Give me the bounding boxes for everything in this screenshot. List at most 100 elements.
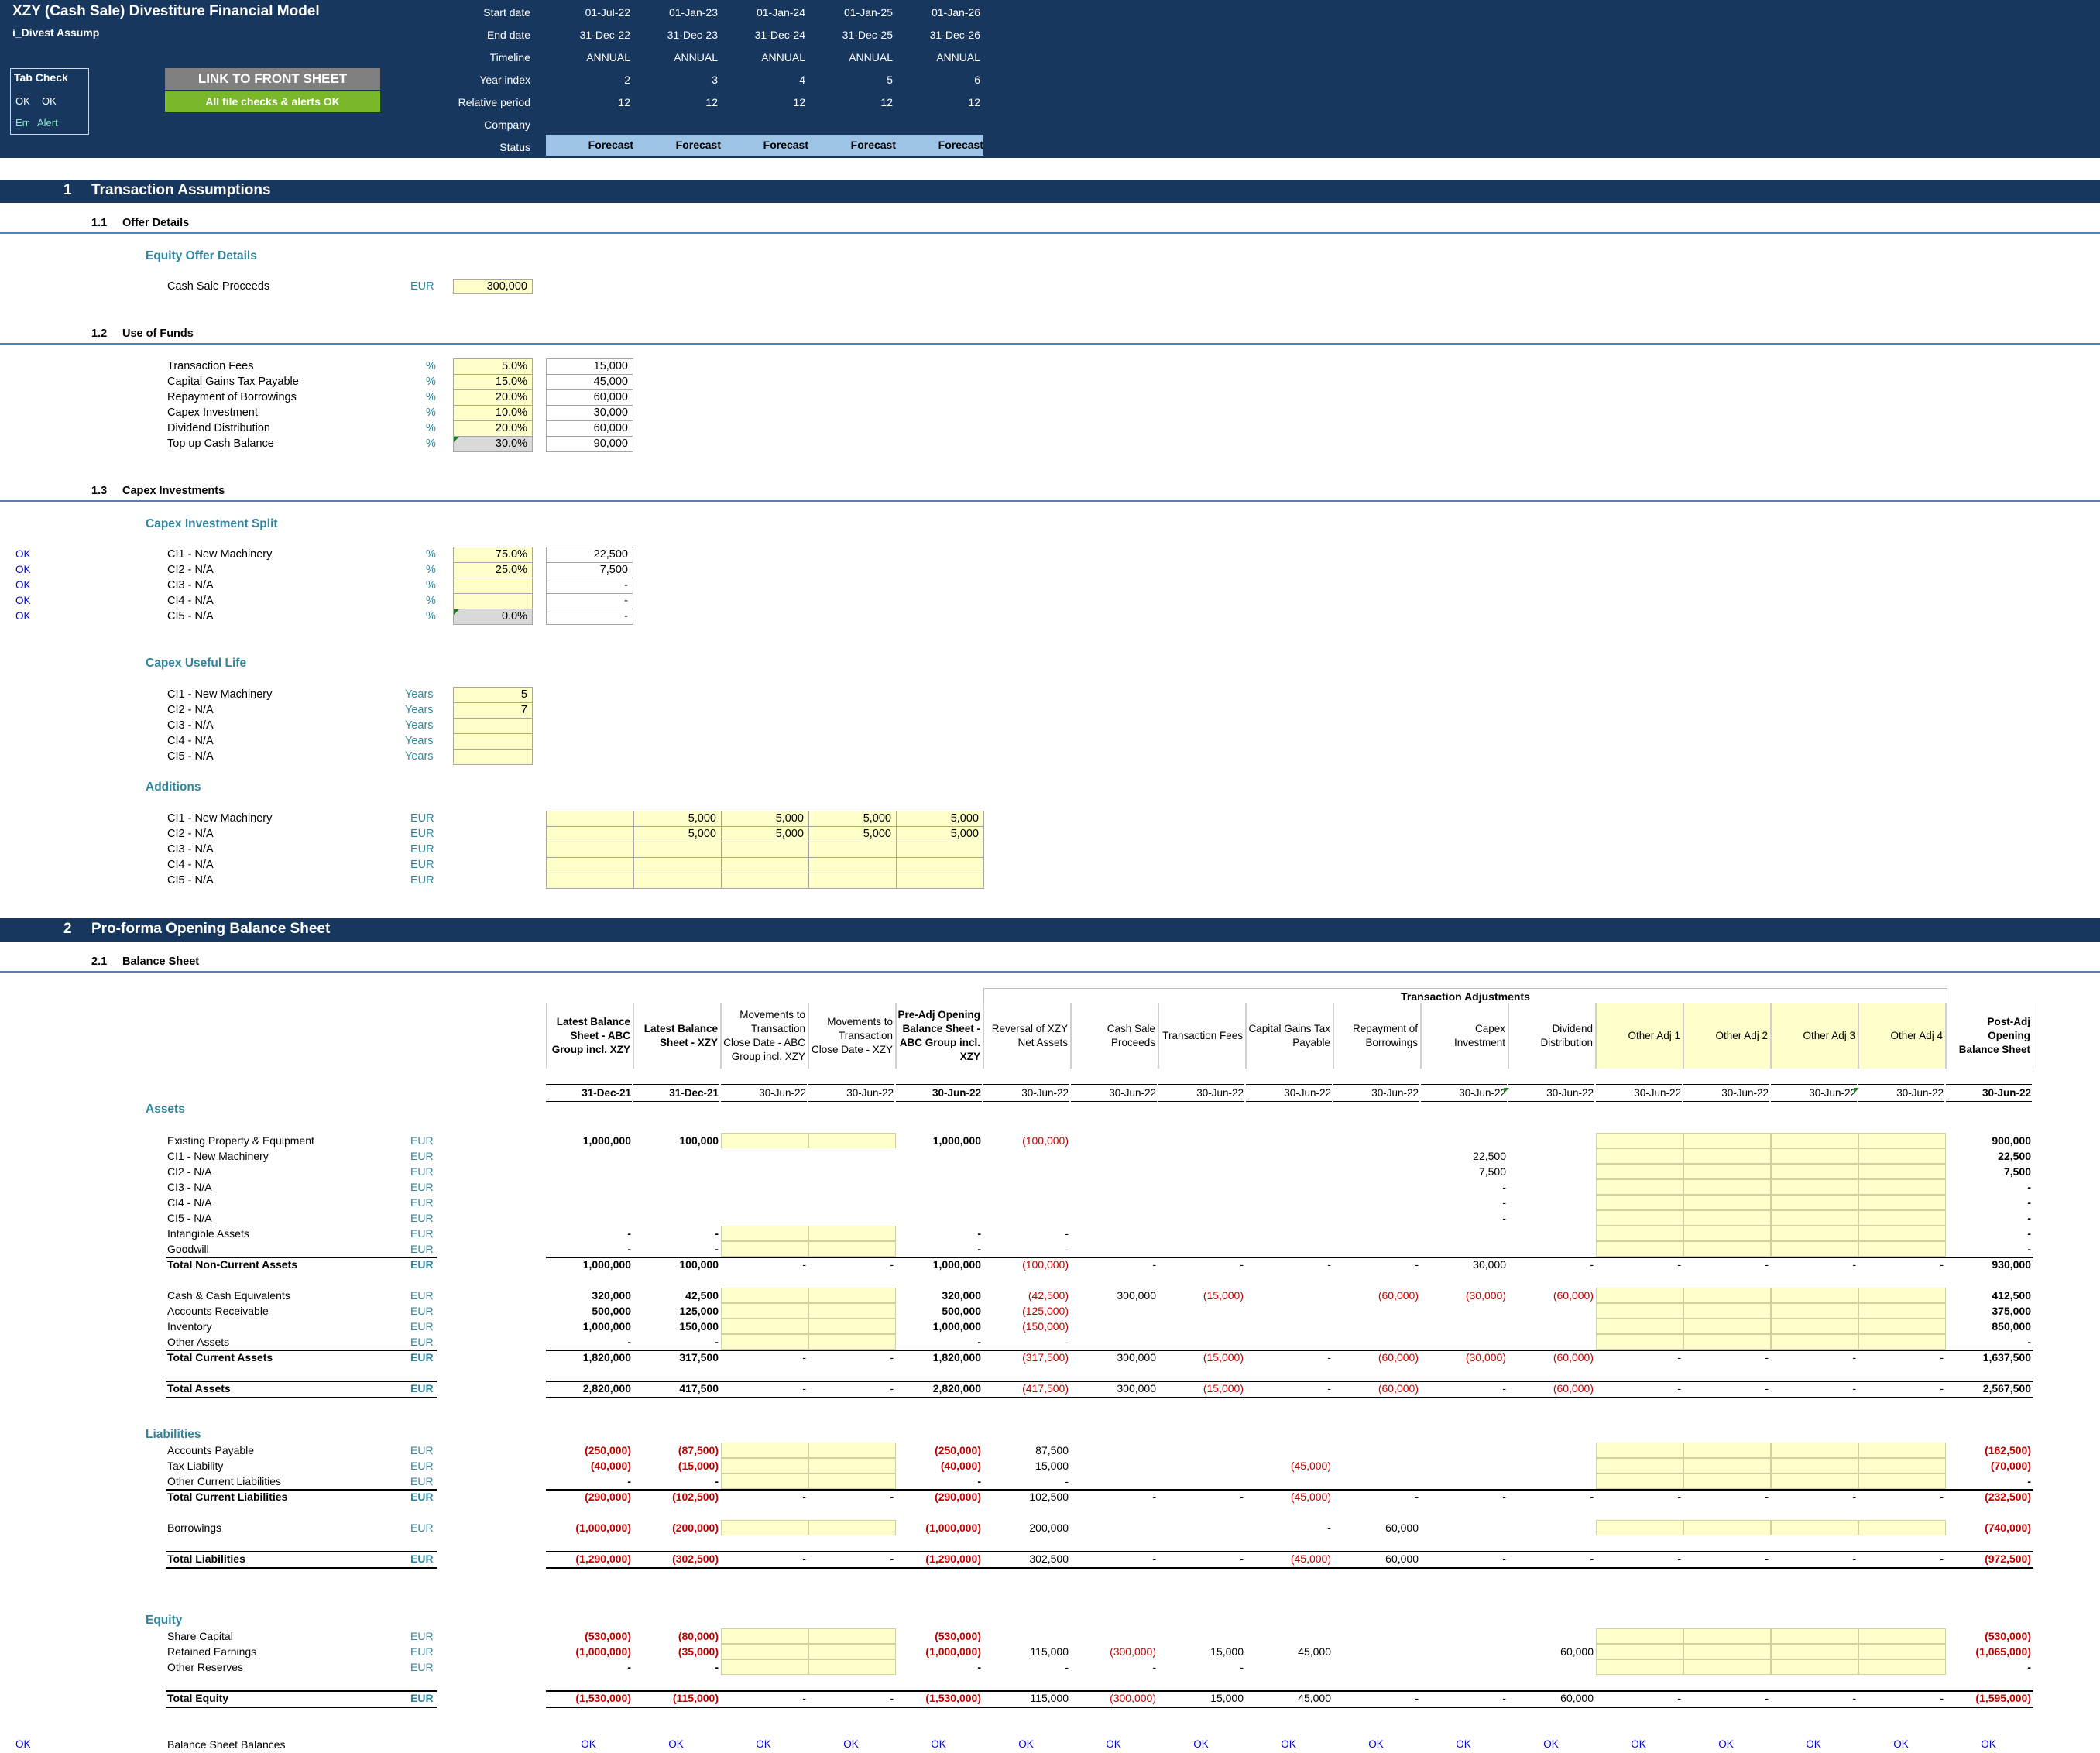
- bs-cell[interactable]: [1771, 1195, 1858, 1210]
- bs-cell[interactable]: [1858, 1628, 1946, 1644]
- capex-life-input[interactable]: [453, 718, 533, 734]
- bs-cell[interactable]: [1596, 1458, 1683, 1473]
- bs-cell[interactable]: [1683, 1210, 1771, 1226]
- bs-cell[interactable]: [808, 1659, 896, 1675]
- bs-cell[interactable]: [1596, 1334, 1683, 1350]
- bs-cell[interactable]: [1858, 1226, 1946, 1241]
- bs-cell[interactable]: [1596, 1179, 1683, 1195]
- bs-cell[interactable]: [1683, 1133, 1771, 1148]
- bs-cell[interactable]: [1683, 1628, 1771, 1644]
- bs-cell[interactable]: [1771, 1520, 1858, 1535]
- bs-cell[interactable]: [1771, 1443, 1858, 1458]
- bs-cell[interactable]: [808, 1288, 896, 1303]
- capex-split-pct-input[interactable]: 0.0%: [453, 609, 533, 625]
- bs-cell[interactable]: [1683, 1288, 1771, 1303]
- bs-cell[interactable]: [1683, 1241, 1771, 1257]
- bs-cell[interactable]: [1683, 1443, 1771, 1458]
- bs-cell[interactable]: [1771, 1226, 1858, 1241]
- cash-sale-proceeds-input[interactable]: 300,000: [453, 279, 533, 294]
- bs-cell[interactable]: [1858, 1473, 1946, 1489]
- bs-cell[interactable]: [1771, 1334, 1858, 1350]
- bs-cell[interactable]: [1771, 1644, 1858, 1659]
- capex-life-input[interactable]: [453, 749, 533, 765]
- additions-input[interactable]: 5,000: [896, 811, 984, 827]
- bs-cell[interactable]: [1858, 1133, 1946, 1148]
- bs-cell[interactable]: [1596, 1133, 1683, 1148]
- capex-split-pct-input[interactable]: [453, 578, 533, 594]
- bs-cell[interactable]: [1771, 1179, 1858, 1195]
- additions-input[interactable]: [721, 857, 809, 873]
- bs-cell[interactable]: [721, 1473, 808, 1489]
- bs-cell[interactable]: [721, 1241, 808, 1257]
- bs-cell[interactable]: [808, 1458, 896, 1473]
- bs-cell[interactable]: [1683, 1226, 1771, 1241]
- bs-cell[interactable]: [1771, 1241, 1858, 1257]
- additions-input[interactable]: [721, 873, 809, 889]
- bs-cell[interactable]: [1683, 1179, 1771, 1195]
- bs-cell[interactable]: [721, 1659, 808, 1675]
- bs-cell[interactable]: [721, 1319, 808, 1334]
- additions-input[interactable]: [546, 826, 634, 842]
- bs-cell[interactable]: [1771, 1288, 1858, 1303]
- bs-cell[interactable]: [1683, 1164, 1771, 1179]
- bs-cell[interactable]: [1771, 1473, 1858, 1489]
- bs-cell[interactable]: [1683, 1195, 1771, 1210]
- bs-cell[interactable]: [1596, 1520, 1683, 1535]
- bs-cell[interactable]: [721, 1226, 808, 1241]
- bs-cell[interactable]: [808, 1319, 896, 1334]
- use-of-funds-pct-input[interactable]: 15.0%: [453, 374, 533, 390]
- bs-cell[interactable]: [1771, 1303, 1858, 1319]
- bs-cell[interactable]: [721, 1628, 808, 1644]
- additions-input[interactable]: [546, 873, 634, 889]
- bs-cell[interactable]: [1771, 1148, 1858, 1164]
- bs-cell[interactable]: [1858, 1241, 1946, 1257]
- bs-cell[interactable]: [1596, 1319, 1683, 1334]
- capex-life-input[interactable]: 7: [453, 702, 533, 719]
- additions-input[interactable]: [546, 857, 634, 873]
- bs-cell[interactable]: [808, 1133, 896, 1148]
- bs-cell[interactable]: [721, 1443, 808, 1458]
- bs-cell[interactable]: [1596, 1241, 1683, 1257]
- bs-cell[interactable]: [721, 1133, 808, 1148]
- use-of-funds-pct-input[interactable]: 30.0%: [453, 436, 533, 452]
- additions-input[interactable]: 5,000: [633, 826, 722, 842]
- bs-cell[interactable]: [1596, 1303, 1683, 1319]
- bs-cell[interactable]: [1596, 1644, 1683, 1659]
- capex-split-pct-input[interactable]: [453, 593, 533, 609]
- bs-cell[interactable]: [1858, 1288, 1946, 1303]
- use-of-funds-pct-input[interactable]: 20.0%: [453, 420, 533, 437]
- bs-cell[interactable]: [808, 1241, 896, 1257]
- use-of-funds-pct-input[interactable]: 20.0%: [453, 389, 533, 406]
- link-to-front-sheet-button[interactable]: LINK TO FRONT SHEET: [165, 68, 380, 90]
- additions-input[interactable]: [633, 857, 722, 873]
- bs-cell[interactable]: [1858, 1644, 1946, 1659]
- additions-input[interactable]: [808, 842, 897, 858]
- bs-cell[interactable]: [1683, 1458, 1771, 1473]
- bs-cell[interactable]: [1683, 1334, 1771, 1350]
- bs-cell[interactable]: [808, 1520, 896, 1535]
- capex-split-pct-input[interactable]: 75.0%: [453, 547, 533, 563]
- bs-cell[interactable]: [808, 1303, 896, 1319]
- bs-cell[interactable]: [1596, 1226, 1683, 1241]
- bs-cell[interactable]: [1683, 1520, 1771, 1535]
- bs-cell[interactable]: [1596, 1443, 1683, 1458]
- bs-cell[interactable]: [1858, 1458, 1946, 1473]
- capex-split-pct-input[interactable]: 25.0%: [453, 562, 533, 578]
- bs-cell[interactable]: [1596, 1210, 1683, 1226]
- use-of-funds-pct-input[interactable]: 10.0%: [453, 405, 533, 421]
- bs-cell[interactable]: [1858, 1334, 1946, 1350]
- bs-cell[interactable]: [1858, 1659, 1946, 1675]
- additions-input[interactable]: 5,000: [721, 811, 809, 827]
- bs-cell[interactable]: [1683, 1148, 1771, 1164]
- additions-input[interactable]: [633, 842, 722, 858]
- additions-input[interactable]: [633, 873, 722, 889]
- additions-input[interactable]: [896, 857, 984, 873]
- bs-cell[interactable]: [1858, 1520, 1946, 1535]
- bs-cell[interactable]: [808, 1226, 896, 1241]
- bs-cell[interactable]: [1596, 1164, 1683, 1179]
- bs-cell[interactable]: [1858, 1210, 1946, 1226]
- bs-cell[interactable]: [1858, 1148, 1946, 1164]
- additions-input[interactable]: 5,000: [721, 826, 809, 842]
- additions-input[interactable]: 5,000: [633, 811, 722, 827]
- bs-cell[interactable]: [1858, 1319, 1946, 1334]
